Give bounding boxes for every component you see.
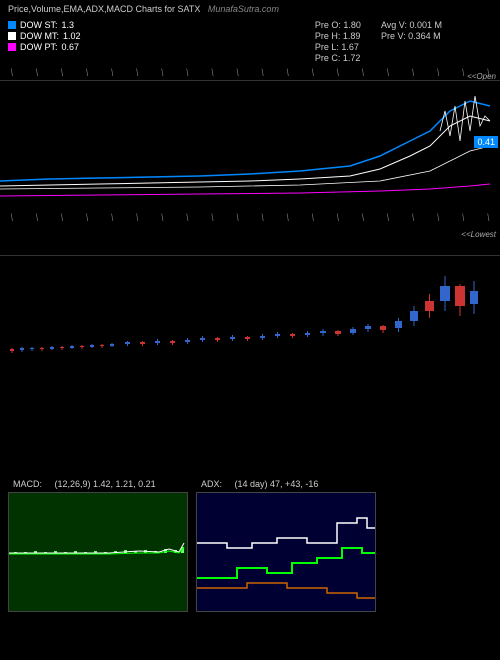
candle-chart-svg	[0, 256, 500, 396]
legend-dow-st: DOW ST: 1.3	[8, 20, 81, 30]
volume-info: Avg V: 0.001 M Pre V: 0.364 M	[381, 20, 442, 63]
pre-ohlc: Pre O: 1.80 Pre H: 1.89 Pre L: 1.67 Pre …	[315, 20, 361, 63]
swatch-st	[8, 21, 16, 29]
tick-row-top: \\\\\\\\\\\\\\\\\\\\	[0, 65, 500, 80]
swatch-mt	[8, 32, 16, 40]
legend-dow-pt: DOW PT: 0.67	[8, 42, 81, 52]
adx-panel: ADX: (14 day) 47, +43, -16	[196, 492, 376, 612]
candle-chart-panel	[0, 255, 500, 395]
macd-panel: MACD: (12,26,9) 1.42, 1.21, 0.21	[8, 492, 188, 612]
price-chart-svg	[0, 81, 500, 211]
price-chart-panel: 0.41	[0, 80, 500, 210]
tick-row-mid: \\\\\\\\\\\\\\\\\\\\	[0, 210, 500, 225]
chart-title: Price,Volume,EMA,ADX,MACD Charts for SAT…	[0, 0, 500, 18]
legend-dow-mt: DOW MT: 1.02	[8, 31, 81, 41]
swatch-pt	[8, 43, 16, 51]
macd-svg	[9, 493, 187, 611]
adx-svg	[197, 493, 375, 611]
legend-row: DOW ST: 1.3 DOW MT: 1.02 DOW PT: 0.67 Pr…	[0, 18, 500, 65]
lowest-label: <<Lowest	[461, 230, 496, 239]
price-tag: 0.41	[474, 136, 498, 148]
